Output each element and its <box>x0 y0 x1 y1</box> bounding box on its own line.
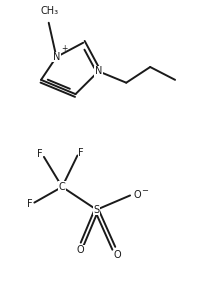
Text: N: N <box>95 66 102 76</box>
Text: +: + <box>61 44 67 53</box>
Text: F: F <box>27 199 32 209</box>
Text: F: F <box>37 149 43 159</box>
Text: −: − <box>142 186 149 195</box>
Text: N: N <box>53 52 60 62</box>
Text: C: C <box>59 182 65 192</box>
Text: S: S <box>94 205 100 215</box>
Text: CH₃: CH₃ <box>41 6 59 16</box>
Text: O: O <box>77 245 85 255</box>
Text: O: O <box>114 250 122 260</box>
Text: F: F <box>78 148 84 158</box>
Text: O: O <box>133 190 141 200</box>
